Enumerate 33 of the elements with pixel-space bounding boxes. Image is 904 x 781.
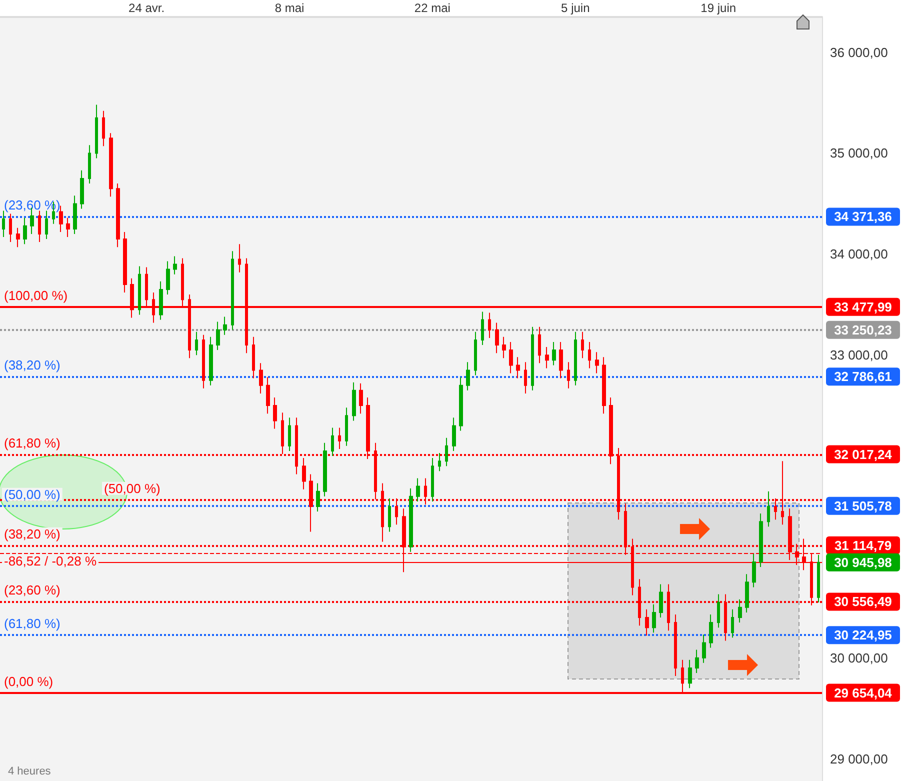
ref-line-label: 31 114,79 [834,538,892,553]
y-tick-label: 35 000,00 [830,146,888,161]
ref-line-label: 33 250,23 [834,322,892,338]
x-tick-label: 19 juin [700,1,736,15]
x-tick-label: 5 juin [561,1,590,15]
y-tick-label: 29 000,00 [830,751,888,766]
ref-line-label: 30 945,98 [834,554,892,570]
annotation: 4 heures [8,766,52,778]
ref-line-label: 31 505,78 [834,498,892,514]
annotation: (100,00 %) [4,288,68,303]
annotation: (23,60 %) [4,582,60,598]
annotation: (38,20 %) [4,358,60,373]
annotation: (38,20 %) [4,526,60,542]
annotation: (61,80 %) [4,616,60,632]
annotation: (0,00 %) [4,674,54,689]
ref-line-label: 32 786,61 [834,369,892,384]
ref-line-label: 30 556,49 [834,594,892,610]
y-tick-label: 33 000,00 [830,348,888,363]
y-tick-label: 36 000,00 [830,44,888,60]
ref-line-label: 32 017,24 [834,446,893,462]
annotation: (61,80 %) [4,435,60,450]
annotation: (50,00 %) [4,486,60,502]
x-tick-label: 8 mai [274,1,304,15]
x-tick-label: 24 avr. [128,1,165,15]
x-tick-label: 22 mai [414,1,450,15]
ref-line-label: 30 224,95 [834,628,892,643]
annotation: -86,52 / -0,28 % [4,554,97,569]
ref-line-label: 34 371,36 [834,209,892,224]
ref-line-label: 33 477,99 [834,299,892,314]
annotation: (50,00 %) [104,480,160,496]
ref-line-label: 29 654,04 [834,685,893,700]
y-tick-label: 34 000,00 [830,246,888,262]
y-tick-label: 30 000,00 [830,650,888,666]
